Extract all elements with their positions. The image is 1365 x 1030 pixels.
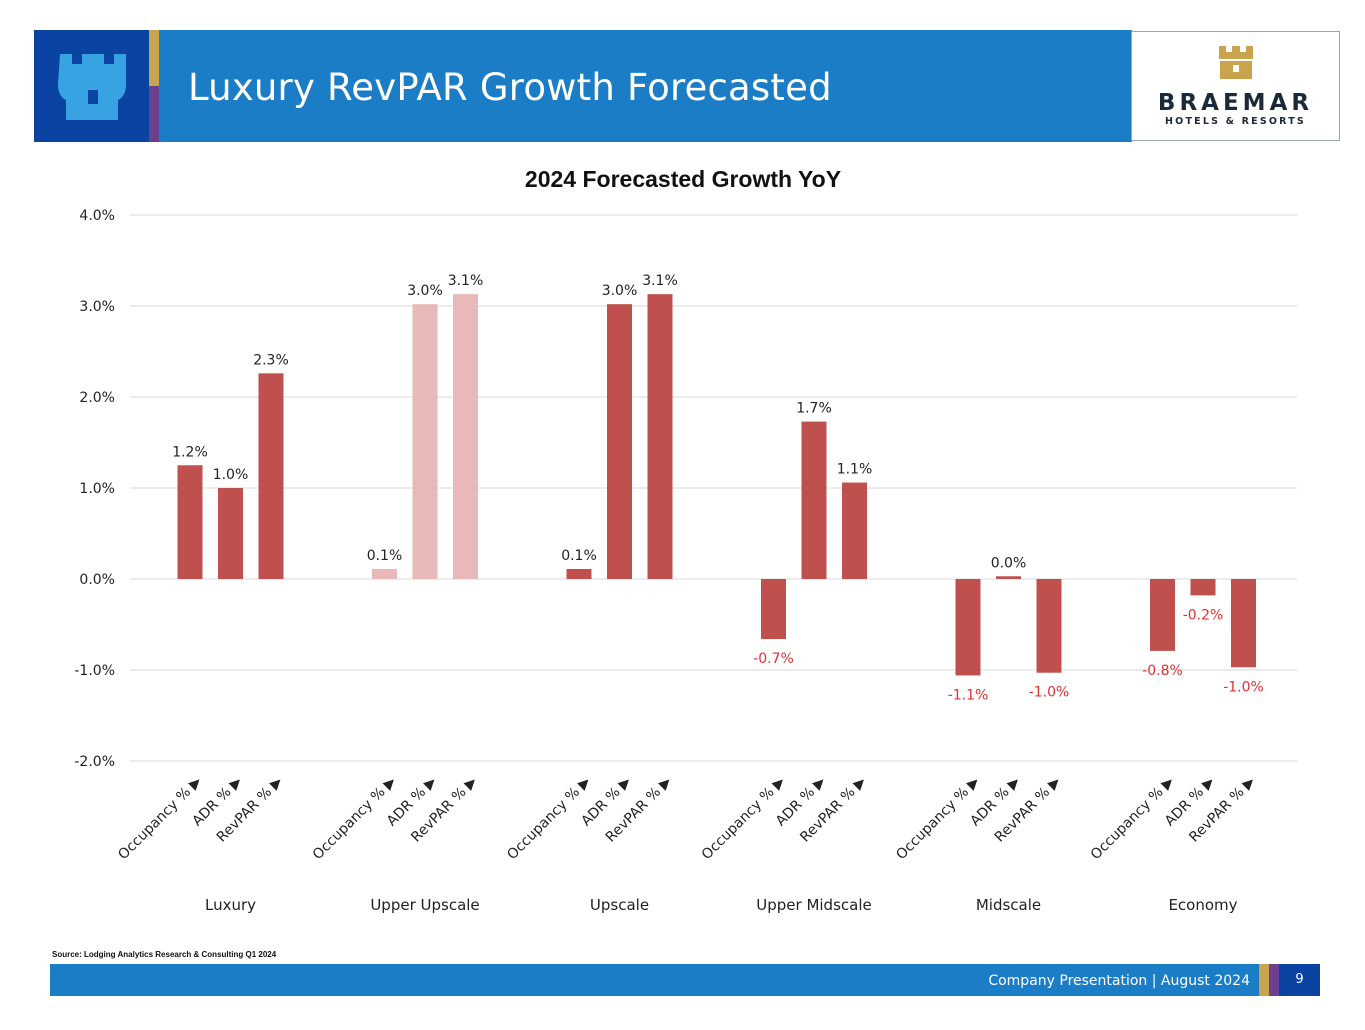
group-label: Midscale: [976, 896, 1041, 914]
data-label: -1.0%: [1223, 679, 1264, 695]
header-band: [34, 30, 1132, 142]
bar: [761, 579, 786, 640]
bar: [647, 294, 673, 579]
source-note: Source: Lodging Analytics Research & Con…: [52, 950, 277, 959]
y-tick-label: 4.0%: [79, 208, 115, 224]
y-tick-label: -1.0%: [74, 663, 115, 679]
data-label: 1.1%: [837, 462, 873, 478]
bar: [177, 465, 203, 579]
footer-text: Company Presentation | August 2024: [988, 973, 1250, 989]
bar: [607, 304, 632, 579]
data-label: -1.1%: [948, 687, 989, 703]
data-label: -0.2%: [1183, 607, 1224, 623]
data-label: 3.1%: [642, 273, 678, 289]
footer-band: [50, 964, 1320, 996]
group-label: Economy: [1168, 896, 1237, 914]
bar: [1231, 579, 1256, 668]
footer-page-box: 9: [1279, 964, 1320, 996]
data-label: 0.0%: [991, 555, 1027, 571]
logo-tagline: HOTELS & RESORTS: [1165, 116, 1306, 127]
data-label: -0.8%: [1142, 663, 1183, 679]
data-label: 2.3%: [253, 352, 289, 368]
header-purple-stripe: [149, 86, 159, 142]
y-tick-label: -2.0%: [74, 754, 115, 770]
data-label: -0.7%: [753, 651, 794, 667]
data-label: 3.0%: [602, 283, 638, 299]
data-label: 0.1%: [367, 548, 403, 564]
y-tick-label: 3.0%: [79, 299, 115, 315]
page-number: 9: [1295, 972, 1304, 987]
bar: [412, 304, 438, 579]
bar: [842, 482, 867, 579]
bar-chart: 2024 Forecasted Growth YoY 1.2% 1.0% 2.3% 0…: [74, 166, 1297, 914]
bar: [258, 373, 284, 579]
group-label: Upscale: [590, 896, 649, 914]
footer-purple-stripe: [1269, 964, 1279, 996]
logo-name: BRAEMAR: [1157, 90, 1314, 116]
data-label: 1.2%: [172, 444, 208, 460]
bar: [566, 568, 592, 579]
company-logo: BRAEMAR HOTELS & RESORTS: [1131, 31, 1340, 141]
data-label: 3.0%: [407, 283, 443, 299]
bar: [453, 294, 478, 579]
data-label: 3.1%: [448, 273, 484, 289]
bar: [1150, 579, 1175, 651]
y-tick-label: 2.0%: [79, 390, 115, 406]
bar: [218, 488, 243, 579]
footer-gold-stripe: [1259, 964, 1269, 996]
castle-icon: [58, 54, 126, 120]
chart-title: 2024 Forecasted Growth YoY: [525, 166, 841, 192]
bar: [801, 421, 827, 579]
group-label: Upper Midscale: [756, 896, 871, 914]
page-title: Luxury RevPAR Growth Forecasted: [188, 66, 832, 109]
castle-logo-icon: [1219, 46, 1253, 79]
y-tick-label: 1.0%: [79, 481, 115, 497]
data-label: 1.0%: [213, 467, 249, 483]
bar: [955, 579, 981, 676]
data-label: 0.1%: [561, 548, 597, 564]
data-label: -1.0%: [1029, 685, 1070, 701]
data-label: 1.7%: [796, 401, 832, 417]
group-label: Upper Upscale: [370, 896, 479, 914]
bar: [1036, 579, 1062, 673]
header-gold-stripe: [149, 30, 159, 86]
y-tick-label: 0.0%: [79, 572, 115, 588]
group-label: Luxury: [205, 896, 256, 914]
bar: [996, 576, 1021, 579]
bar: [1190, 579, 1216, 596]
bar: [372, 568, 397, 579]
